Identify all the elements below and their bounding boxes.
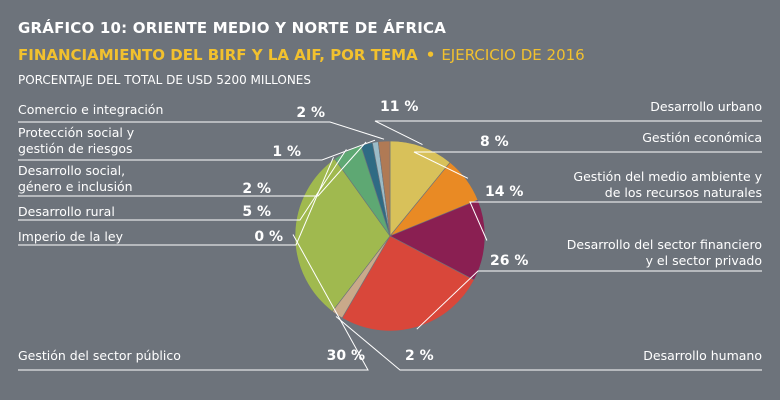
slice-value-label: 2 % bbox=[296, 105, 325, 121]
leader-line bbox=[18, 234, 369, 371]
slice-value-label: 5 % bbox=[242, 204, 271, 220]
slice-label: Desarrollo rural bbox=[18, 204, 115, 219]
slice-label: Gestión del sector público bbox=[18, 348, 181, 363]
slice-label-line: género e inclusión bbox=[18, 179, 133, 194]
pie-slice bbox=[341, 235, 475, 332]
slice-label-line: Protección social y bbox=[18, 125, 135, 140]
slice-label-line: Desarrollo rural bbox=[18, 204, 115, 219]
units-label: PORCENTAJE DEL TOTAL DE USD 5200 MILLONE… bbox=[18, 73, 312, 87]
slice-value-label: 26 % bbox=[490, 253, 528, 269]
leader-line bbox=[416, 270, 762, 330]
leader-line bbox=[18, 149, 347, 221]
slice-value-label: 2 % bbox=[405, 348, 434, 364]
leader-line bbox=[18, 139, 376, 161]
slice-label-line: Desarrollo urbano bbox=[650, 99, 762, 114]
leader-line bbox=[374, 120, 762, 146]
chart-subtitle: FINANCIAMIENTO DEL BIRF Y LA AIF, POR TE… bbox=[18, 46, 585, 64]
slice-label-line: gestión de riesgos bbox=[18, 141, 133, 156]
pie-slice bbox=[389, 140, 451, 237]
leader-line bbox=[18, 121, 385, 140]
slice-value-label: 8 % bbox=[480, 134, 509, 150]
slice-value-label: 14 % bbox=[485, 184, 523, 200]
slice-label-line: Gestión del sector público bbox=[18, 348, 181, 363]
leader-line bbox=[18, 157, 334, 246]
slice-label: Desarrollo humano bbox=[643, 348, 762, 363]
pie-slice bbox=[377, 140, 391, 237]
slice-label-line: Desarrollo humano bbox=[643, 348, 762, 363]
leader-line bbox=[413, 151, 762, 179]
slice-label-line: Desarrollo social, bbox=[18, 163, 125, 178]
slice-label-line: Gestión económica bbox=[642, 130, 762, 145]
fiscal-year: EJERCICIO DE 2016 bbox=[441, 46, 585, 64]
pie-slice bbox=[294, 158, 391, 312]
slice-label: Imperio de la ley bbox=[18, 229, 124, 244]
subtitle-text: FINANCIAMIENTO DEL BIRF Y LA AIF, POR TE… bbox=[18, 46, 418, 64]
leader-line bbox=[18, 141, 367, 197]
slice-value-label: 2 % bbox=[242, 181, 271, 197]
slice-label: Comercio e integración bbox=[18, 102, 163, 117]
slice-label: Desarrollo social, género e inclusión bbox=[18, 163, 133, 194]
slice-label: Gestión del medio ambiente y de los recur… bbox=[573, 169, 762, 200]
leader-line bbox=[469, 201, 762, 241]
slice-value-label: 0 % bbox=[254, 229, 283, 245]
pie-slice bbox=[389, 199, 486, 281]
slice-label: Gestión económica bbox=[642, 130, 762, 145]
chart-title: GRÁFICO 10: ORIENTE MEDIO Y NORTE DE ÁFR… bbox=[18, 19, 447, 37]
leader-line bbox=[335, 316, 762, 371]
slice-label: Desarrollo urbano bbox=[650, 99, 762, 114]
slice-label-line: Gestión del medio ambiente y bbox=[573, 169, 762, 184]
slice-label-line: Comercio e integración bbox=[18, 102, 163, 117]
slice-label-line: Desarrollo del sector financiero bbox=[567, 237, 762, 252]
slice-value-label: 11 % bbox=[380, 99, 418, 115]
slice-value-label: 30 % bbox=[327, 348, 365, 364]
slice-label-line: y el sector privado bbox=[646, 253, 762, 268]
slice-value-label: 1 % bbox=[272, 144, 301, 160]
slice-label-line: Imperio de la ley bbox=[18, 229, 124, 244]
slice-label-line: de los recursos naturales bbox=[605, 185, 762, 200]
slice-label: Desarrollo del sector financiero y el sec… bbox=[567, 237, 762, 268]
slice-label: Protección social y gestión de riesgos bbox=[18, 125, 135, 156]
subtitle-separator: • bbox=[425, 46, 436, 64]
